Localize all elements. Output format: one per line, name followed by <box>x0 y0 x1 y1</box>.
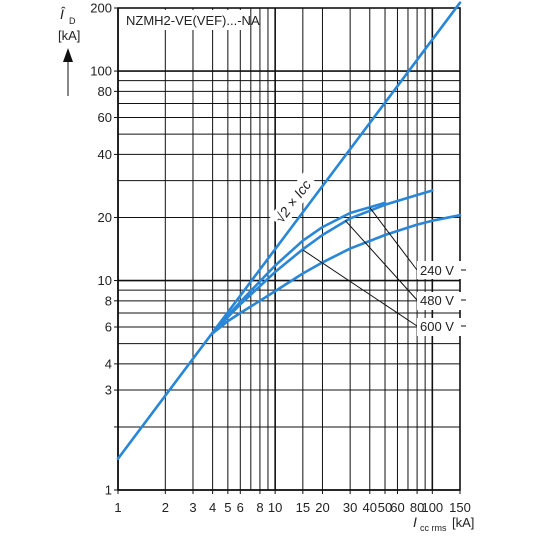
x-tick-label: 30 <box>343 500 357 515</box>
series-line-curve-2 <box>211 189 434 335</box>
label-240v: 240 V <box>420 263 454 278</box>
y-axis-symbol: Î <box>60 6 66 22</box>
label-480v: 480 V <box>420 293 454 308</box>
y-tick-label: 60 <box>98 110 112 125</box>
y-axis-arrow-icon <box>63 48 73 62</box>
x-tick-label: 150 <box>449 500 471 515</box>
y-tick-labels: 1 3 4 6 8 10 20 40 60 80 100 200 <box>90 1 112 498</box>
voltage-labels: 240 V 480 V 600 V <box>417 261 461 336</box>
y-axis-subscript: D <box>69 16 76 26</box>
y-tick-label: 80 <box>98 84 112 99</box>
y-tick-label: 100 <box>90 64 112 79</box>
x-tick-label: 15 <box>296 500 310 515</box>
y-tick-label: 200 <box>90 1 112 16</box>
x-tick-label: 5 <box>224 500 231 515</box>
x-tick-label: 50 <box>378 500 392 515</box>
x-tick-label: 20 <box>315 500 329 515</box>
curves <box>116 1 462 461</box>
y-tick-label: 8 <box>105 293 112 308</box>
y-axis-unit: [kA] <box>58 28 80 43</box>
y-tick-label: 40 <box>98 147 112 162</box>
x-tick-label: 100 <box>421 500 443 515</box>
x-tick-label: 80 <box>410 500 424 515</box>
leader-480v <box>345 220 418 301</box>
chart-title: NZMH2-VE(VEF)...-NA <box>126 13 260 28</box>
y-tick-label: 1 <box>105 483 112 498</box>
leader-lines <box>302 207 466 327</box>
y-axis-label: Î D [kA] <box>58 6 80 96</box>
title-box <box>124 10 250 30</box>
y-tick-label: 10 <box>98 273 112 288</box>
x-tick-label: 3 <box>189 500 196 515</box>
y-tick-label: 4 <box>105 356 112 371</box>
x-axis-unit: [kA] <box>452 515 474 530</box>
x-axis-label: I cc rms [kA] <box>413 514 474 533</box>
series-line-sqrt2-icc <box>116 1 462 461</box>
x-tick-label: 8 <box>256 500 263 515</box>
x-tick-label: 1 <box>114 500 121 515</box>
y-tick-label: 20 <box>98 210 112 225</box>
label-600v: 600 V <box>420 319 454 334</box>
x-tick-label: 6 <box>237 500 244 515</box>
series-line-curve-3 <box>211 213 462 335</box>
leader-240v <box>369 207 418 271</box>
x-tick-label: 2 <box>162 500 169 515</box>
plot-background <box>118 8 460 490</box>
x-tick-label: 60 <box>390 500 404 515</box>
y-tick-label: 6 <box>105 319 112 334</box>
x-tick-label: 40 <box>363 500 377 515</box>
x-axis-subscript: cc rms <box>420 523 447 533</box>
leader-600v <box>302 249 418 327</box>
y-tick-label: 3 <box>105 383 112 398</box>
x-tick-label: 10 <box>268 500 282 515</box>
x-tick-label: 4 <box>209 500 216 515</box>
plot-frame <box>117 7 461 491</box>
x-axis-symbol: I <box>413 514 417 530</box>
